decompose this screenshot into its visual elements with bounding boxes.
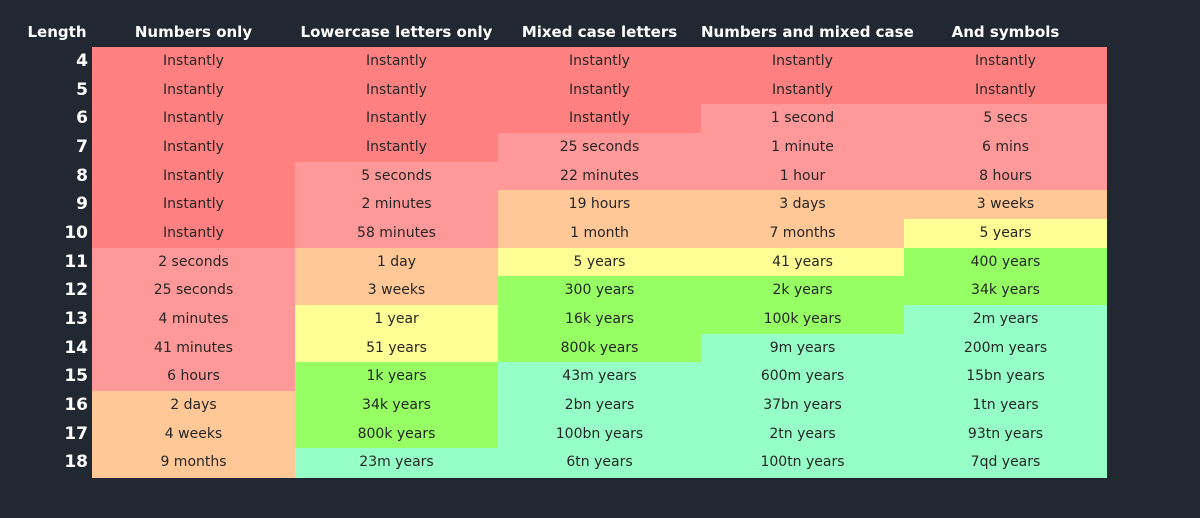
time-cell: 4 minutes — [92, 305, 295, 335]
time-cell: 1k years — [295, 362, 498, 392]
row-length: 5 — [76, 79, 88, 100]
row-length: 15 — [64, 366, 88, 387]
row-length: 18 — [64, 452, 88, 473]
time-cell: 800k years — [498, 333, 701, 363]
time-cell: Instantly — [92, 47, 295, 77]
time-cell: 6 hours — [92, 362, 295, 392]
time-cell: Instantly — [92, 161, 295, 191]
time-cell: Instantly — [295, 47, 498, 77]
time-cell: 100k years — [701, 305, 904, 335]
time-cell: 5 years — [904, 219, 1107, 249]
row-length: 7 — [76, 137, 88, 157]
time-cell: 5 secs — [904, 104, 1107, 134]
time-cell: Instantly — [295, 104, 498, 134]
time-cell: Instantly — [904, 47, 1107, 77]
column-header: Numbers and mixed case — [701, 23, 914, 41]
row-length: 6 — [76, 108, 88, 129]
time-cell: Instantly — [498, 104, 701, 134]
time-cell: 9 months — [92, 448, 295, 478]
column-header: Numbers only — [134, 23, 253, 41]
row-length: 10 — [64, 223, 88, 244]
time-cell: Instantly — [295, 75, 498, 105]
time-cell: 1tn years — [904, 391, 1107, 421]
time-cell: 2bn years — [498, 391, 701, 421]
time-cell: 3 weeks — [904, 190, 1107, 220]
column-header: And symbols — [951, 23, 1060, 41]
time-cell: 7 months — [701, 219, 904, 249]
time-cell: 1 hour — [701, 161, 904, 191]
time-cell: 2tn years — [701, 419, 904, 449]
time-cell: 5 seconds — [295, 161, 498, 191]
time-cell: 1 second — [701, 104, 904, 134]
time-cell: Instantly — [904, 75, 1107, 105]
column-header: Length — [27, 23, 87, 41]
time-cell: 15bn years — [904, 362, 1107, 392]
time-cell: Instantly — [92, 75, 295, 105]
time-cell: 25 seconds — [498, 133, 701, 163]
column-header: Lowercase letters only — [300, 23, 493, 41]
time-cell: Instantly — [498, 75, 701, 105]
row-length: 16 — [64, 395, 88, 416]
time-cell: 19 hours — [498, 190, 701, 220]
time-cell: Instantly — [701, 75, 904, 105]
time-cell: 8 hours — [904, 161, 1107, 191]
time-cell: 1 day — [295, 247, 498, 277]
time-cell: 4 weeks — [92, 419, 295, 449]
time-cell: 41 minutes — [92, 333, 295, 363]
time-cell: Instantly — [295, 133, 498, 163]
row-length: 13 — [64, 309, 88, 330]
time-cell: 100tn years — [701, 448, 904, 478]
row-length: 11 — [64, 251, 88, 272]
time-cell: 37bn years — [701, 391, 904, 421]
time-cell: 2k years — [701, 276, 904, 306]
time-cell: Instantly — [498, 47, 701, 77]
row-length: 4 — [76, 51, 88, 71]
time-cell: 22 minutes — [498, 161, 701, 191]
row-length: 9 — [76, 194, 88, 215]
time-cell: 16k years — [498, 305, 701, 335]
column-header: Mixed case letters — [521, 23, 678, 41]
time-cell: 200m years — [904, 333, 1107, 363]
time-cell: Instantly — [92, 219, 295, 249]
time-cell: 41 years — [701, 247, 904, 277]
time-cell: 800k years — [295, 419, 498, 449]
row-length: 14 — [64, 337, 88, 358]
time-cell: 43m years — [498, 362, 701, 392]
time-cell: 2m years — [904, 305, 1107, 335]
time-cell: 1 month — [498, 219, 701, 249]
time-cell: 2 minutes — [295, 190, 498, 220]
time-cell: 400 years — [904, 247, 1107, 277]
time-cell: Instantly — [92, 133, 295, 163]
time-cell: 23m years — [295, 448, 498, 478]
time-cell: 6tn years — [498, 448, 701, 478]
row-length: 17 — [64, 423, 88, 444]
time-cell: 58 minutes — [295, 219, 498, 249]
time-cell: 2 seconds — [92, 247, 295, 277]
time-cell: 9m years — [701, 333, 904, 363]
time-cell: 7qd years — [904, 448, 1107, 478]
time-cell: 51 years — [295, 333, 498, 363]
time-cell: Instantly — [701, 47, 904, 77]
time-cell: 600m years — [701, 362, 904, 392]
time-cell: 34k years — [295, 391, 498, 421]
time-cell: 100bn years — [498, 419, 701, 449]
time-cell: 34k years — [904, 276, 1107, 306]
row-length: 12 — [64, 280, 88, 301]
time-cell: 1 year — [295, 305, 498, 335]
time-cell: 6 mins — [904, 133, 1107, 163]
row-length: 8 — [76, 165, 88, 186]
time-cell: Instantly — [92, 190, 295, 220]
time-cell: 3 weeks — [295, 276, 498, 306]
time-cell: 25 seconds — [92, 276, 295, 306]
time-cell: 1 minute — [701, 133, 904, 163]
time-cell: Instantly — [92, 104, 295, 134]
time-cell: 93tn years — [904, 419, 1107, 449]
time-cell: 300 years — [498, 276, 701, 306]
time-cell: 5 years — [498, 247, 701, 277]
time-cell: 3 days — [701, 190, 904, 220]
time-cell: 2 days — [92, 391, 295, 421]
